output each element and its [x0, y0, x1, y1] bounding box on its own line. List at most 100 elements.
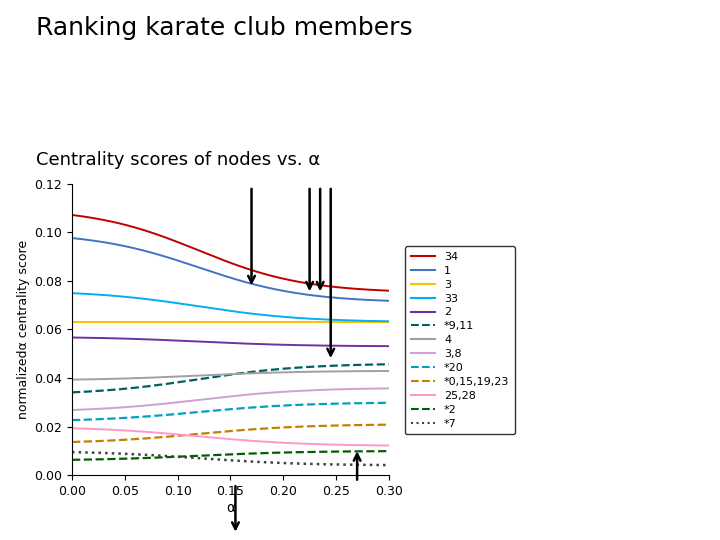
- 34: [68, 212, 76, 218]
- 25,28: [384, 442, 393, 449]
- 25,28: [335, 442, 343, 448]
- Line: *2: *2: [72, 451, 389, 460]
- 1: [68, 235, 77, 241]
- 25,28: [355, 442, 364, 448]
- Line: 3,8: 3,8: [72, 388, 389, 410]
- 2: [68, 334, 77, 341]
- 33: [384, 318, 393, 325]
- 34: [335, 284, 343, 291]
- 4: [68, 376, 77, 383]
- Line: *20: *20: [72, 403, 389, 420]
- 3,8: [255, 390, 264, 397]
- *2: [255, 450, 264, 456]
- 3,8: [355, 386, 364, 392]
- Line: 1: 1: [72, 238, 389, 301]
- 33: [68, 290, 77, 296]
- Line: 2: 2: [72, 338, 389, 346]
- 1: [355, 296, 364, 303]
- Line: *9,11: *9,11: [72, 364, 389, 393]
- X-axis label: α: α: [226, 501, 235, 515]
- *9,11: [256, 368, 265, 374]
- 33: [68, 290, 76, 296]
- 33: [335, 317, 343, 323]
- 1: [384, 298, 393, 304]
- *2: [355, 448, 364, 455]
- *9,11: [68, 389, 77, 396]
- 25,28: [68, 425, 77, 431]
- *20: [384, 400, 393, 406]
- 33: [255, 311, 264, 318]
- 3: [384, 319, 393, 325]
- *2: [256, 450, 265, 456]
- Legend: 34, 1, 3, 33, 2, *9,11, 4, 3,8, *20, *0,15,19,23, 25,28, *2, *7: 34, 1, 3, 33, 2, *9,11, 4, 3,8, *20, *0,…: [405, 246, 515, 434]
- 25,28: [68, 425, 76, 431]
- 3,8: [384, 385, 393, 392]
- 33: [355, 318, 364, 324]
- *9,11: [335, 362, 343, 369]
- 3,8: [68, 407, 76, 413]
- 2: [261, 341, 270, 348]
- 34: [355, 286, 364, 292]
- *9,11: [261, 367, 270, 374]
- 2: [384, 343, 393, 349]
- 25,28: [261, 438, 270, 445]
- 34: [68, 212, 77, 218]
- 34: [384, 287, 393, 294]
- *0,15,19,23: [68, 438, 77, 445]
- 4: [355, 368, 364, 374]
- 3,8: [335, 386, 343, 393]
- 1: [68, 235, 76, 241]
- *2: [335, 448, 343, 455]
- 3,8: [261, 390, 270, 396]
- *20: [68, 417, 76, 423]
- *9,11: [255, 368, 264, 374]
- 3,8: [256, 390, 265, 397]
- *2: [261, 450, 270, 456]
- 4: [255, 370, 264, 376]
- *20: [355, 400, 364, 407]
- *20: [256, 404, 265, 410]
- *0,15,19,23: [355, 422, 364, 428]
- 4: [68, 376, 76, 383]
- 34: [256, 269, 265, 276]
- Line: 34: 34: [72, 215, 389, 291]
- Y-axis label: normalizedα centrality score: normalizedα centrality score: [17, 240, 30, 419]
- *9,11: [68, 389, 76, 396]
- 33: [261, 312, 270, 319]
- 2: [68, 334, 76, 341]
- *0,15,19,23: [68, 439, 76, 446]
- 4: [261, 369, 270, 376]
- 3: [68, 319, 77, 325]
- 33: [256, 312, 265, 318]
- *20: [261, 403, 270, 410]
- *0,15,19,23: [335, 422, 343, 429]
- 1: [261, 284, 270, 291]
- *7: [335, 461, 343, 468]
- *9,11: [355, 362, 364, 368]
- 2: [255, 341, 264, 347]
- *0,15,19,23: [384, 421, 393, 428]
- 25,28: [255, 438, 264, 444]
- 34: [261, 271, 270, 278]
- *20: [335, 400, 343, 407]
- 3: [68, 319, 76, 325]
- *7: [256, 459, 265, 465]
- *20: [255, 404, 264, 410]
- 1: [256, 283, 265, 289]
- 3: [256, 319, 265, 325]
- 3: [335, 319, 343, 325]
- 1: [255, 282, 264, 289]
- 3: [355, 319, 364, 325]
- *20: [68, 417, 77, 423]
- *7: [68, 449, 77, 455]
- 34: [255, 269, 264, 276]
- 4: [384, 368, 393, 374]
- 4: [335, 368, 343, 375]
- *7: [261, 459, 270, 465]
- 2: [256, 341, 265, 347]
- Line: 33: 33: [72, 293, 389, 321]
- *7: [255, 459, 264, 465]
- *2: [384, 448, 393, 454]
- 4: [256, 370, 265, 376]
- 25,28: [256, 438, 265, 444]
